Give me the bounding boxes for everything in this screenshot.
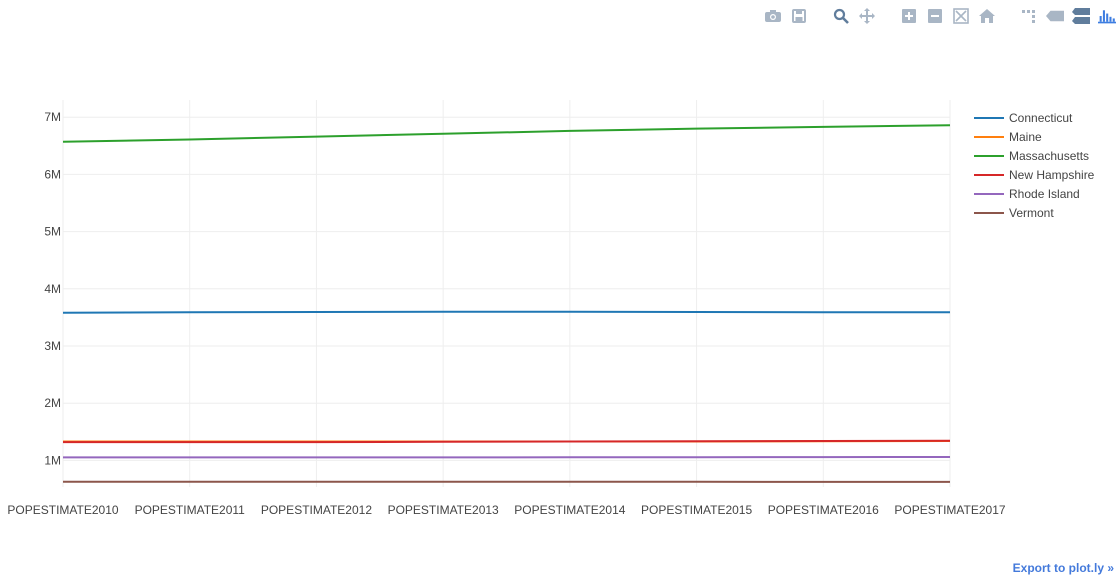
y-tick-label: 7M	[44, 110, 61, 124]
autoscale-icon[interactable]	[952, 7, 970, 25]
legend-item[interactable]: Maine	[974, 130, 1042, 144]
series-line-massachusetts[interactable]	[62, 124, 951, 143]
legend-item[interactable]: Connecticut	[974, 111, 1073, 125]
x-tick-label: POPESTIMATE2012	[261, 503, 372, 517]
x-tick-label: POPESTIMATE2011	[135, 503, 246, 517]
legend-label: Massachusetts	[1009, 149, 1089, 163]
spike-lines-icon[interactable]	[1020, 7, 1038, 25]
y-tick-label: 5M	[44, 225, 61, 239]
hover-closest-icon[interactable]	[1046, 7, 1064, 25]
legend-label: New Hampshire	[1009, 168, 1095, 182]
y-axis: 1M 2M 3M 4M 5M 6M 7M	[44, 110, 61, 467]
x-axis: POPESTIMATE2010 POPESTIMATE2011 POPESTIMAT…	[7, 503, 1005, 517]
legend-item[interactable]: Vermont	[974, 206, 1054, 220]
legend-label: Connecticut	[1009, 111, 1073, 125]
y-tick-label: 4M	[44, 282, 61, 296]
y-tick-label: 6M	[44, 167, 61, 181]
series-line-connecticut[interactable]	[62, 310, 950, 314]
zoom-in-icon[interactable]	[900, 7, 918, 25]
hover-compare-icon[interactable]	[1072, 7, 1090, 25]
zoom-icon[interactable]	[832, 7, 850, 25]
legend-item[interactable]: New Hampshire	[974, 168, 1095, 182]
legend-item[interactable]: Massachusetts	[974, 149, 1089, 163]
legend-item[interactable]: Rhode Island	[974, 187, 1080, 201]
x-tick-label: POPESTIMATE2010	[7, 503, 118, 517]
home-icon[interactable]	[978, 7, 996, 25]
export-to-plotly-link[interactable]: Export to plot.ly »	[1012, 561, 1114, 575]
x-tick-label: POPESTIMATE2017	[894, 503, 1005, 517]
legend-label: Rhode Island	[1009, 187, 1080, 201]
camera-icon[interactable]	[764, 7, 782, 25]
legend-label: Vermont	[1009, 206, 1054, 220]
grid	[62, 100, 951, 487]
x-tick-label: POPESTIMATE2014	[514, 503, 625, 517]
x-tick-label: POPESTIMATE2013	[388, 503, 499, 517]
pan-icon[interactable]	[858, 7, 876, 25]
series-line-new-hampshire[interactable]	[63, 439, 951, 444]
modebar	[764, 6, 1116, 26]
y-tick-label: 2M	[44, 396, 61, 410]
legend[interactable]: Connecticut Maine Massachusetts New Hampshi…	[974, 111, 1095, 220]
zoom-out-icon[interactable]	[926, 7, 944, 25]
legend-label: Maine	[1009, 130, 1042, 144]
x-tick-label: POPESTIMATE2016	[768, 503, 879, 517]
x-tick-label: POPESTIMATE2015	[641, 503, 752, 517]
series-lines	[62, 124, 951, 483]
plotly-logo-icon[interactable]	[1098, 7, 1116, 25]
y-tick-label: 3M	[44, 339, 61, 353]
save-icon[interactable]	[790, 7, 808, 25]
y-tick-label: 1M	[44, 453, 61, 467]
